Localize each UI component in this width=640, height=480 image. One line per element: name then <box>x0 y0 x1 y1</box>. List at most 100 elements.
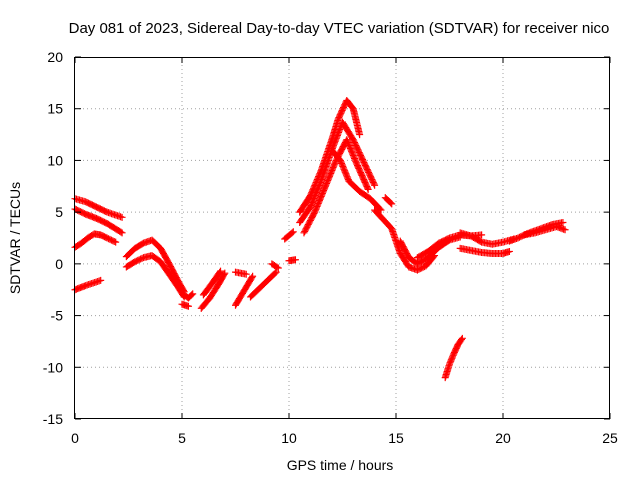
data-point <box>342 171 350 179</box>
data-point <box>457 336 465 344</box>
series-track-q <box>296 96 364 216</box>
series-track-s <box>300 136 372 237</box>
data-point <box>188 291 196 299</box>
data-point <box>291 256 299 264</box>
series-track-x <box>413 231 486 262</box>
data-point <box>370 180 378 188</box>
data-point <box>117 228 125 236</box>
series-track-k <box>232 272 257 309</box>
series-track-l <box>232 268 250 278</box>
data-point <box>342 170 350 178</box>
data-point <box>387 199 395 207</box>
data-point <box>273 263 281 271</box>
series-track-a <box>71 195 126 221</box>
data-point <box>221 269 229 277</box>
data-point <box>356 131 364 139</box>
series-track-u <box>381 194 396 208</box>
data-point <box>341 167 349 175</box>
series-track-g <box>180 290 197 302</box>
data-point <box>449 353 457 361</box>
y-axis-label: SDTVAR / TECUs <box>7 182 23 294</box>
series-track-m <box>246 268 280 301</box>
x-tick-label: 5 <box>178 430 186 446</box>
x-tick-label: 25 <box>602 430 618 446</box>
y-tick-label: -10 <box>43 359 63 375</box>
data-point <box>341 168 349 176</box>
data-point <box>561 226 569 234</box>
data-point <box>217 267 225 275</box>
series-track-v <box>371 206 439 274</box>
data-point <box>559 218 567 226</box>
x-tick-label: 0 <box>71 430 79 446</box>
data-point <box>505 247 513 255</box>
data-point <box>110 237 118 245</box>
data-point <box>220 270 228 278</box>
data-series <box>71 96 569 382</box>
data-point <box>118 213 126 221</box>
data-point <box>271 269 279 277</box>
y-tick-label: 15 <box>47 101 63 117</box>
y-tick-label: 20 <box>47 49 63 65</box>
plot-frame <box>74 57 610 419</box>
data-point <box>118 229 126 237</box>
data-point <box>371 181 379 189</box>
data-point <box>274 264 282 272</box>
series-track-n <box>268 260 282 272</box>
data-point <box>339 164 347 172</box>
series-track-t <box>328 146 385 214</box>
series-track-j <box>199 267 225 299</box>
data-point <box>447 357 455 365</box>
data-point <box>340 165 348 173</box>
data-point <box>388 200 396 208</box>
series-track-d <box>71 276 105 294</box>
data-point <box>249 272 257 280</box>
data-point <box>112 238 120 246</box>
x-axis-label: GPS time / hours <box>287 457 394 473</box>
series-track-c <box>71 230 120 251</box>
data-point <box>364 184 372 192</box>
x-tick-label: 10 <box>281 430 297 446</box>
data-point <box>448 354 456 362</box>
data-point <box>446 359 454 367</box>
y-tick-label: 0 <box>55 256 63 272</box>
y-tick-label: -15 <box>43 411 63 427</box>
y-tick-label: 5 <box>55 204 63 220</box>
data-point <box>242 270 250 278</box>
data-point <box>337 158 345 166</box>
chart-title: Day 081 of 2023, Sidereal Day-to-day VTE… <box>69 20 610 37</box>
data-point <box>478 231 486 239</box>
y-tick-label: 10 <box>47 152 63 168</box>
data-point <box>339 162 347 170</box>
data-point <box>364 185 372 193</box>
data-point <box>189 290 197 298</box>
data-point <box>447 356 455 364</box>
data-point <box>338 159 346 167</box>
series-track-z <box>456 244 513 258</box>
series-track-f <box>122 252 188 301</box>
data-point <box>336 156 344 164</box>
data-point <box>446 360 453 368</box>
data-point <box>344 174 352 182</box>
data-point <box>376 205 384 213</box>
data-point <box>288 229 296 237</box>
series-track-i <box>197 269 229 312</box>
data-point <box>343 173 351 181</box>
data-point <box>338 161 346 169</box>
series-track-ab <box>520 223 569 239</box>
y-tick-label: -5 <box>51 308 64 324</box>
series-track-p <box>285 256 299 265</box>
series-track-ac <box>441 334 466 382</box>
series-track-o <box>281 228 297 243</box>
data-point <box>289 228 297 236</box>
x-tick-label: 15 <box>388 430 404 446</box>
axis-ticks: 0 5 10 15 20 25 -15 -10 -5 0 5 10 15 20 <box>43 49 618 446</box>
x-tick-label: 20 <box>495 430 511 446</box>
data-point <box>248 274 256 282</box>
data-point <box>184 302 192 310</box>
data-point <box>458 334 466 342</box>
data-point <box>97 276 105 284</box>
data-point <box>377 206 385 214</box>
series-track-h <box>178 300 192 310</box>
